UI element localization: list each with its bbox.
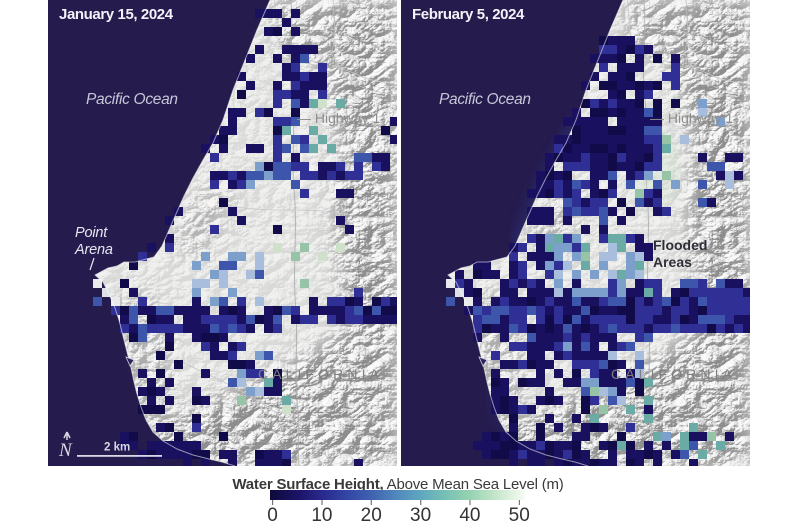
svg-text:30: 30 — [410, 505, 431, 526]
svg-text:N: N — [58, 440, 73, 461]
svg-text:0: 0 — [267, 505, 278, 526]
svg-text:20: 20 — [361, 505, 382, 526]
svg-text:40: 40 — [459, 505, 480, 526]
svg-text:50: 50 — [509, 505, 530, 526]
svg-text:2 km: 2 km — [104, 442, 130, 454]
svg-text:10: 10 — [311, 505, 332, 526]
